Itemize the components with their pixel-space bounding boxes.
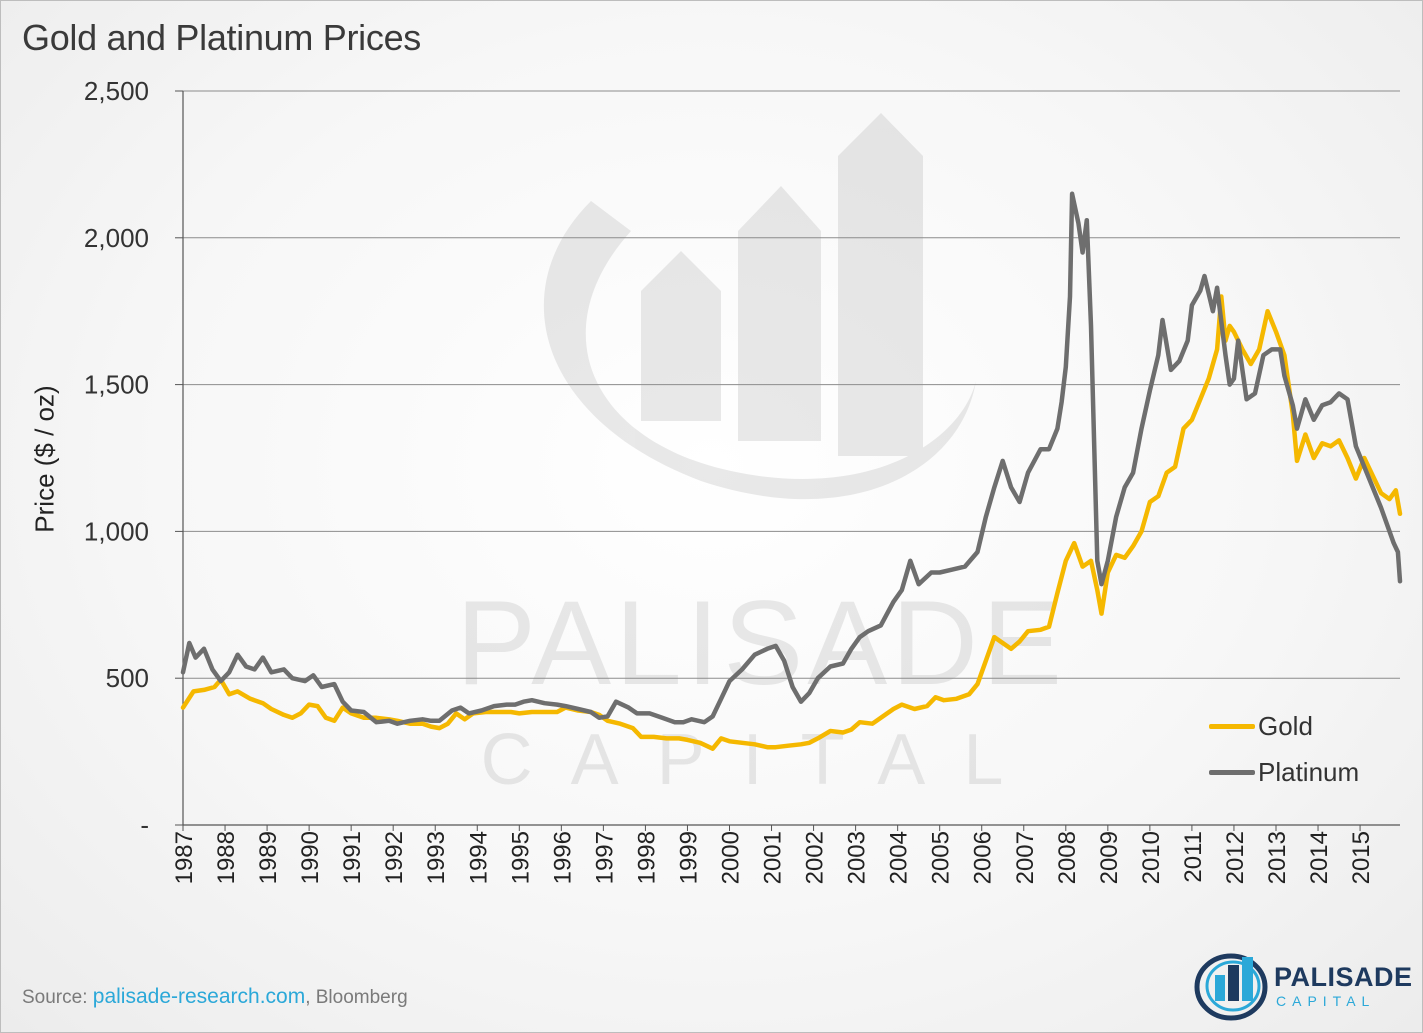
legend: Gold Platinum (1209, 703, 1359, 795)
x-tick-label: 1994 (465, 831, 492, 884)
source-prefix: Source: (22, 987, 93, 1008)
x-tick-label: 1993 (423, 831, 450, 884)
x-tick-label: 2015 (1348, 831, 1375, 884)
x-tick-label: 2009 (1096, 831, 1123, 884)
x-tick-label: 2006 (970, 831, 997, 884)
legend-label-platinum: Platinum (1258, 756, 1360, 787)
x-tick-label: 1997 (591, 831, 618, 884)
source-link[interactable]: palisade-research.com (92, 985, 306, 1008)
watermark-swoosh-icon (543, 201, 976, 500)
palisade-logo: PALISADE CAPITAL (1193, 951, 1412, 1021)
y-tick-label: - (140, 810, 149, 840)
series-line-gold (180, 294, 1403, 751)
x-tick-label: 2007 (1012, 831, 1039, 884)
x-tick-label: 2010 (1138, 831, 1165, 884)
x-tick-label: 2012 (1222, 831, 1249, 884)
x-tick-label: 1991 (339, 831, 366, 884)
x-tick-label: 2000 (717, 831, 744, 884)
watermark-building-icon (641, 113, 923, 456)
x-tick-label: 2004 (886, 831, 913, 884)
logo-name: PALISADE (1274, 962, 1413, 992)
x-tick-label: 1992 (381, 831, 408, 884)
watermark-text-palisade: PALISADE (456, 576, 1066, 710)
y-tick-label: 500 (106, 663, 149, 693)
y-tick-label: 2,000 (84, 223, 149, 253)
legend-label-gold: Gold (1258, 710, 1313, 741)
x-tick-label: 2013 (1264, 831, 1291, 884)
x-tick-label: 2005 (928, 831, 955, 884)
logo-emblem-icon (1194, 953, 1268, 1021)
x-tick-label: 2003 (844, 831, 871, 884)
y-tick-label: 2,500 (84, 76, 149, 106)
x-tick-label: 1988 (213, 831, 240, 884)
legend-item-platinum: Platinum (1209, 749, 1359, 795)
x-tick-label: 1999 (675, 831, 702, 884)
y-tick-label: 1,000 (84, 516, 149, 546)
legend-swatch-gold (1209, 723, 1255, 729)
x-tick-label: 2001 (760, 831, 787, 884)
logo-subname: CAPITAL (1276, 993, 1376, 1009)
series-line-platinum (180, 191, 1403, 726)
y-axis: - 500 1,000 1,500 2,000 2,500 (84, 76, 184, 840)
y-axis-label: Price ($ / oz) (29, 385, 60, 533)
source-suffix: , Bloomberg (305, 987, 408, 1008)
x-tick-label: 2008 (1054, 831, 1081, 884)
legend-item-gold: Gold (1209, 703, 1359, 749)
x-axis: 1987 1988 1989 1990 1991 1992 1993 1994 1995 1996… (171, 824, 1400, 884)
grid (183, 90, 1400, 679)
x-tick-label: 1990 (297, 831, 324, 884)
legend-swatch-platinum (1209, 769, 1255, 775)
series-lines (180, 191, 1403, 751)
x-tick-label: 2014 (1306, 831, 1333, 884)
watermark: PALISADE CAPITAL (456, 113, 1066, 800)
x-tick-label: 1989 (255, 831, 282, 884)
x-tick-label: 2011 (1180, 831, 1207, 883)
chart-title: Gold and Platinum Prices (22, 17, 421, 58)
x-tick-label: 2002 (802, 831, 829, 884)
x-tick-label: 1998 (633, 831, 660, 884)
watermark-text-capital: CAPITAL (481, 720, 1042, 800)
y-tick-label: 1,500 (84, 370, 149, 400)
source-note: Source: palisade-research.com, Bloomberg (22, 985, 408, 1009)
x-tick-label: 1987 (171, 831, 198, 884)
x-tick-label: 1996 (549, 831, 576, 884)
x-tick-label: 1995 (507, 831, 534, 884)
